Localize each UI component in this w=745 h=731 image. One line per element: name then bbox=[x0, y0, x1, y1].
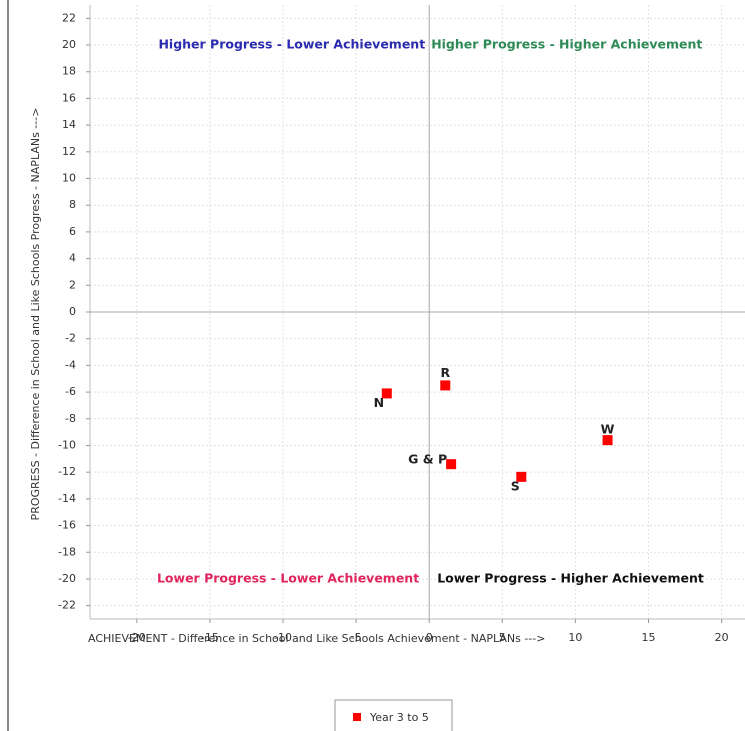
y-tick-label: 8 bbox=[69, 198, 76, 211]
y-tick-label: -10 bbox=[58, 438, 76, 451]
y-tick-label: -22 bbox=[58, 599, 76, 612]
y-tick-label: -8 bbox=[65, 412, 76, 425]
y-tick-label: 2 bbox=[69, 278, 76, 291]
y-tick-label: 10 bbox=[62, 172, 76, 185]
y-tick-label: 14 bbox=[62, 118, 76, 131]
y-tick-label: 20 bbox=[62, 38, 76, 51]
y-tick-label: -4 bbox=[65, 358, 76, 371]
x-tick-label: 5 bbox=[499, 631, 506, 644]
point-label: R bbox=[440, 365, 450, 380]
point-label: S bbox=[511, 478, 520, 493]
y-tick-label: -12 bbox=[58, 465, 76, 478]
y-axis-label: PROGRESS - Difference in School and Like… bbox=[29, 108, 42, 521]
point-label: W bbox=[601, 422, 615, 437]
legend-swatch bbox=[353, 713, 361, 721]
y-tick-label: -14 bbox=[58, 492, 76, 505]
y-tick-label: 16 bbox=[62, 91, 76, 104]
quadrant-annotation: Higher Progress - Lower Achievement bbox=[158, 37, 425, 52]
x-axis-label: ACHIEVEMENT - Difference in School and L… bbox=[88, 632, 545, 645]
point bbox=[516, 471, 527, 482]
point bbox=[440, 380, 451, 391]
y-tick-label: 18 bbox=[62, 65, 76, 78]
y-tick-label: -16 bbox=[58, 519, 76, 532]
x-tick-label: 0 bbox=[426, 631, 433, 644]
y-tick-label: 6 bbox=[69, 225, 76, 238]
y-tick-label: -18 bbox=[58, 545, 76, 558]
x-tick-label: 10 bbox=[568, 631, 582, 644]
x-tick-label: -20 bbox=[128, 631, 146, 644]
y-tick-label: -6 bbox=[65, 385, 76, 398]
x-tick-label: -10 bbox=[274, 631, 292, 644]
x-tick-label: 20 bbox=[715, 631, 729, 644]
point bbox=[602, 435, 613, 446]
legend-label: Year 3 to 5 bbox=[369, 711, 429, 724]
y-tick-label: -2 bbox=[65, 332, 76, 345]
y-tick-label: -20 bbox=[58, 572, 76, 585]
y-tick-label: 0 bbox=[69, 305, 76, 318]
point bbox=[381, 388, 392, 399]
point-label: G & P bbox=[408, 452, 447, 467]
x-tick-label: -5 bbox=[351, 631, 362, 644]
y-tick-label: 12 bbox=[62, 145, 76, 158]
y-tick-label: 4 bbox=[69, 252, 76, 265]
x-tick-label: 15 bbox=[642, 631, 656, 644]
quadrant-annotation: Lower Progress - Higher Achievement bbox=[437, 570, 704, 585]
y-tick-label: 22 bbox=[62, 11, 76, 24]
x-tick-label: -15 bbox=[201, 631, 219, 644]
point-label: N bbox=[374, 395, 384, 410]
point bbox=[446, 459, 457, 470]
quadrant-annotation: Lower Progress - Lower Achievement bbox=[157, 570, 419, 585]
quadrant-annotation: Higher Progress - Higher Achievement bbox=[431, 37, 702, 52]
